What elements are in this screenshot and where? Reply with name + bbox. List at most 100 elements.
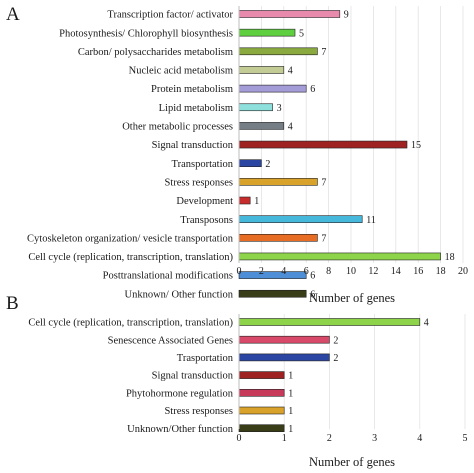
panel-a-bar (238, 28, 296, 37)
panel-b-value-label: 4 (424, 318, 429, 329)
panel-a-label: A (6, 4, 20, 25)
panel-a-value-label: 6 (310, 289, 315, 300)
panel-a-category-label: Carbon/ polysaccharides metabolism (78, 47, 233, 58)
panel-a-bar (238, 159, 262, 167)
panel-b-bar (238, 406, 285, 415)
panel-b-x-tick-label: 5 (463, 433, 468, 444)
panel-b-bar (238, 424, 285, 433)
panel-a-bars (238, 10, 441, 298)
panel-a-gridlines (260, 6, 464, 263)
panel-b-chart: B Cell cycle (replication, transcription… (6, 293, 468, 469)
panel-a-category-label: Protein metabolism (151, 84, 233, 95)
panel-a-chart: A Transcription factor/ activator Photosy… (6, 4, 468, 305)
panel-a-category-label: Cytoskeleton organization/ vesicle trans… (27, 233, 234, 244)
panel-a-bar (238, 10, 341, 18)
panel-a-x-tick-label: 14 (391, 266, 401, 277)
panel-a-bar (238, 252, 441, 261)
panel-a-x-tick-label: 20 (458, 266, 468, 277)
panel-b-x-tick-label: 3 (372, 433, 377, 444)
panel-a-category-label: Transposons (180, 215, 233, 226)
panel-a-value-label: 3 (277, 103, 282, 114)
panel-a-x-tick-label: 10 (346, 266, 356, 277)
panel-b-value-label: 2 (333, 335, 338, 346)
panel-b-bar (238, 388, 285, 397)
panel-b-x-tick-label: 1 (282, 433, 287, 444)
panel-a-bar (238, 122, 285, 130)
panel-a-value-label: 6 (310, 84, 315, 95)
panel-a-value-label: 7 (321, 177, 326, 188)
panel-a-x-axis-label: Number of genes (309, 291, 395, 305)
panel-a-value-label: 9 (344, 10, 349, 21)
panel-b-value-label: 1 (288, 406, 293, 417)
panel-a-value-label: 2 (265, 159, 270, 170)
panel-a-category-label: Stress responses (164, 177, 233, 188)
panel-a-bar (238, 234, 318, 242)
panel-a-category-labels: Transcription factor/ activator Photosynt… (27, 10, 234, 301)
panel-a-bar (238, 289, 307, 298)
panel-b-x-tick-label: 4 (417, 433, 422, 444)
panel-a-category-label: Transportation (172, 159, 234, 170)
panel-a-bar (238, 178, 318, 186)
panel-b-value-labels: 4 2 2 1 1 1 1 (288, 318, 429, 435)
panel-a-x-tick-label: 12 (368, 266, 378, 277)
panel-a-x-ticks: 0 2 4 6 8 10 12 14 16 18 20 (237, 266, 469, 277)
panel-a-category-label: Development (176, 196, 233, 207)
panel-a-category-label: Transcription factor/ activator (107, 10, 233, 21)
panel-b-x-tick-label: 0 (237, 433, 242, 444)
panel-a-bar (238, 47, 318, 56)
panel-a-x-tick-label: 8 (326, 266, 331, 277)
panel-b-category-label: Senescence Associated Genes (108, 335, 233, 346)
panel-a-bar (238, 271, 307, 279)
panel-b-category-label: Stress responses (164, 406, 233, 417)
panel-a-bar (238, 215, 363, 223)
panel-a-x-tick-label: 0 (237, 266, 242, 277)
panel-b-value-label: 1 (288, 424, 293, 435)
panel-a-bar (238, 140, 408, 149)
panel-a-category-label: Unknown/ Other function (125, 289, 234, 300)
panel-b-bar (238, 318, 421, 326)
panel-b-category-labels: Cell cycle (replication, transcription, … (28, 318, 233, 435)
panel-a-x-tick-label: 18 (436, 266, 446, 277)
panel-a-x-tick-label: 4 (281, 266, 286, 277)
panel-a-value-label: 15 (411, 140, 421, 151)
panel-a-category-label: Cell cycle (replication, transcription, … (28, 252, 233, 263)
panel-a-value-label: 7 (321, 47, 326, 58)
panel-b-category-label: Signal transduction (152, 371, 234, 382)
panel-a-value-label: 18 (445, 252, 455, 263)
panel-a-category-label: Other metabolic processes (122, 122, 233, 133)
panel-b-category-label: Cell cycle (replication, transcription, … (28, 318, 233, 329)
panel-a-value-label: 7 (321, 233, 326, 244)
panel-b-gridlines (283, 314, 466, 429)
panel-a-x-tick-label: 6 (304, 266, 309, 277)
panel-b-x-ticks: 0 1 2 3 4 5 (237, 433, 468, 444)
panel-b-category-label: Phytohormone regulation (126, 388, 234, 399)
panel-b-label: B (6, 293, 19, 314)
panel-a-value-label: 4 (288, 66, 293, 77)
panel-b-category-label: Trasportation (177, 353, 234, 364)
panel-a-value-label: 11 (366, 215, 376, 226)
panel-b-value-label: 1 (288, 371, 293, 382)
panel-b-bar (238, 335, 330, 344)
panel-a-category-label: Nucleic acid metabolism (129, 66, 233, 77)
panel-a-x-tick-label: 16 (413, 266, 423, 277)
panel-b-bar (238, 353, 330, 362)
panel-a-value-label: 4 (288, 122, 293, 133)
panel-a-bar (238, 66, 285, 74)
panel-b-value-label: 2 (333, 353, 338, 364)
panel-a-category-label: Signal transduction (152, 140, 234, 151)
panel-a-value-label: 5 (299, 28, 304, 39)
panel-a-category-label: Photosynthesis/ Chlorophyll biosynthesis (59, 28, 233, 39)
panel-b-category-label: Unknown/Other function (127, 424, 234, 435)
panel-a-bar (238, 196, 251, 205)
panel-a-x-tick-label: 2 (259, 266, 264, 277)
panel-b-bar (238, 371, 285, 379)
panel-a-value-label: 6 (310, 271, 315, 282)
panel-a-value-label: 1 (254, 196, 259, 207)
panel-b-x-axis-label: Number of genes (309, 455, 395, 469)
panel-b-value-label: 1 (288, 388, 293, 399)
panel-a-bar (238, 84, 307, 93)
panel-a-bar (238, 103, 273, 112)
panel-b-x-tick-label: 2 (327, 433, 332, 444)
